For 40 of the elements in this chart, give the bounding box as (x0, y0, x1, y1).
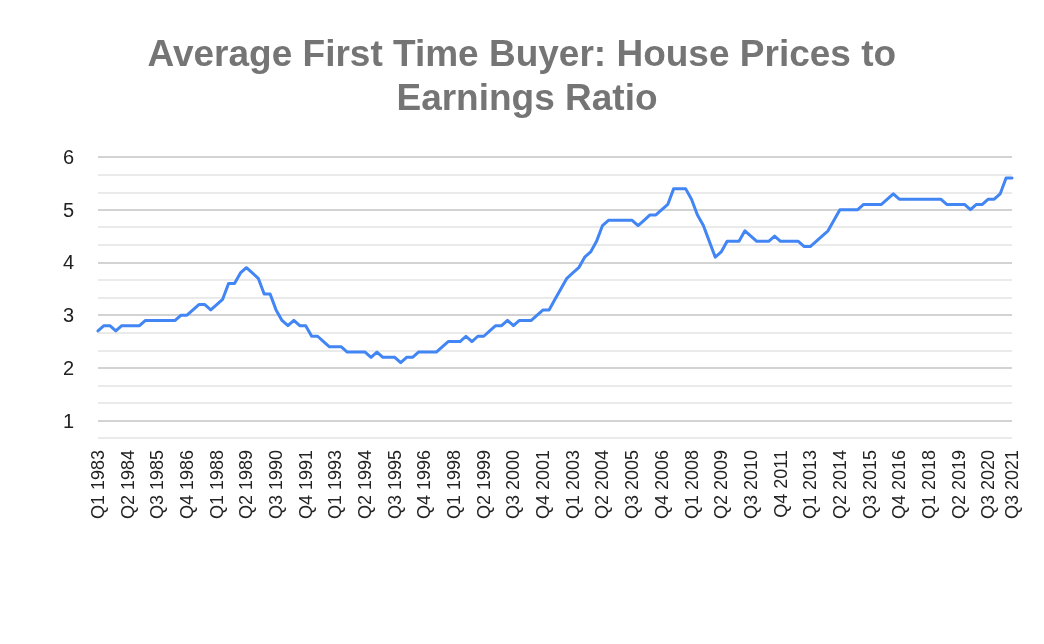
x-tick-label: Q4 2006 (651, 450, 672, 520)
x-tick-label: Q3 2020 (978, 450, 999, 520)
x-tick-label: Q1 1988 (206, 450, 227, 520)
x-tick-label: Q2 2019 (948, 450, 969, 520)
x-tick-label: Q1 1993 (325, 450, 346, 520)
x-tick-label: Q3 2010 (740, 450, 761, 520)
x-tick-label: Q3 2021 (1002, 450, 1022, 520)
x-tick-label: Q4 1986 (177, 450, 198, 520)
x-tick-label: Q1 2018 (918, 450, 939, 520)
x-tick-label: Q3 1990 (266, 450, 287, 520)
x-tick-label: Q3 2000 (503, 450, 524, 520)
x-tick-label: Q1 2003 (562, 450, 583, 520)
x-tick-label: Q3 2015 (859, 450, 880, 520)
x-tick-label: Q3 1995 (384, 450, 405, 520)
line-series (96, 176, 1014, 365)
x-tick-label: Q4 1991 (295, 450, 316, 520)
x-tick-label: Q3 2005 (622, 450, 643, 520)
x-tick-label: Q4 2011 (770, 450, 791, 518)
x-tick-label: Q2 1999 (473, 450, 494, 520)
x-tick-label: Q1 1983 (88, 450, 108, 520)
x-tick-label: Q4 2016 (889, 450, 910, 520)
y-tick-label: 4 (62, 251, 74, 274)
x-tick-label: Q2 1984 (117, 450, 138, 520)
y-tick-label: 1 (62, 409, 74, 432)
x-tick-label: Q4 1996 (414, 450, 435, 520)
x-tick-label: Q2 2014 (829, 450, 850, 520)
y-tick-label: 6 (62, 146, 74, 168)
x-tick-label: Q1 1998 (444, 450, 465, 520)
x-tick-label: Q2 2009 (711, 450, 732, 520)
chart-title: Average First Time Buyer: House Prices to Earnings Ratio (147, 32, 907, 118)
y-tick-label: 5 (62, 198, 74, 221)
x-tick-label: Q2 2004 (592, 450, 613, 520)
y-tick-label: 2 (62, 356, 74, 379)
x-tick-label: Q1 2013 (800, 450, 821, 520)
x-tick-label: Q2 1994 (355, 450, 376, 520)
x-tick-label: Q1 2008 (681, 450, 702, 520)
x-tick-label: Q3 1985 (147, 450, 168, 520)
x-tick-label: Q2 1989 (236, 450, 257, 520)
y-tick-label: 3 (62, 304, 74, 327)
x-tick-label: Q4 2001 (533, 450, 554, 520)
